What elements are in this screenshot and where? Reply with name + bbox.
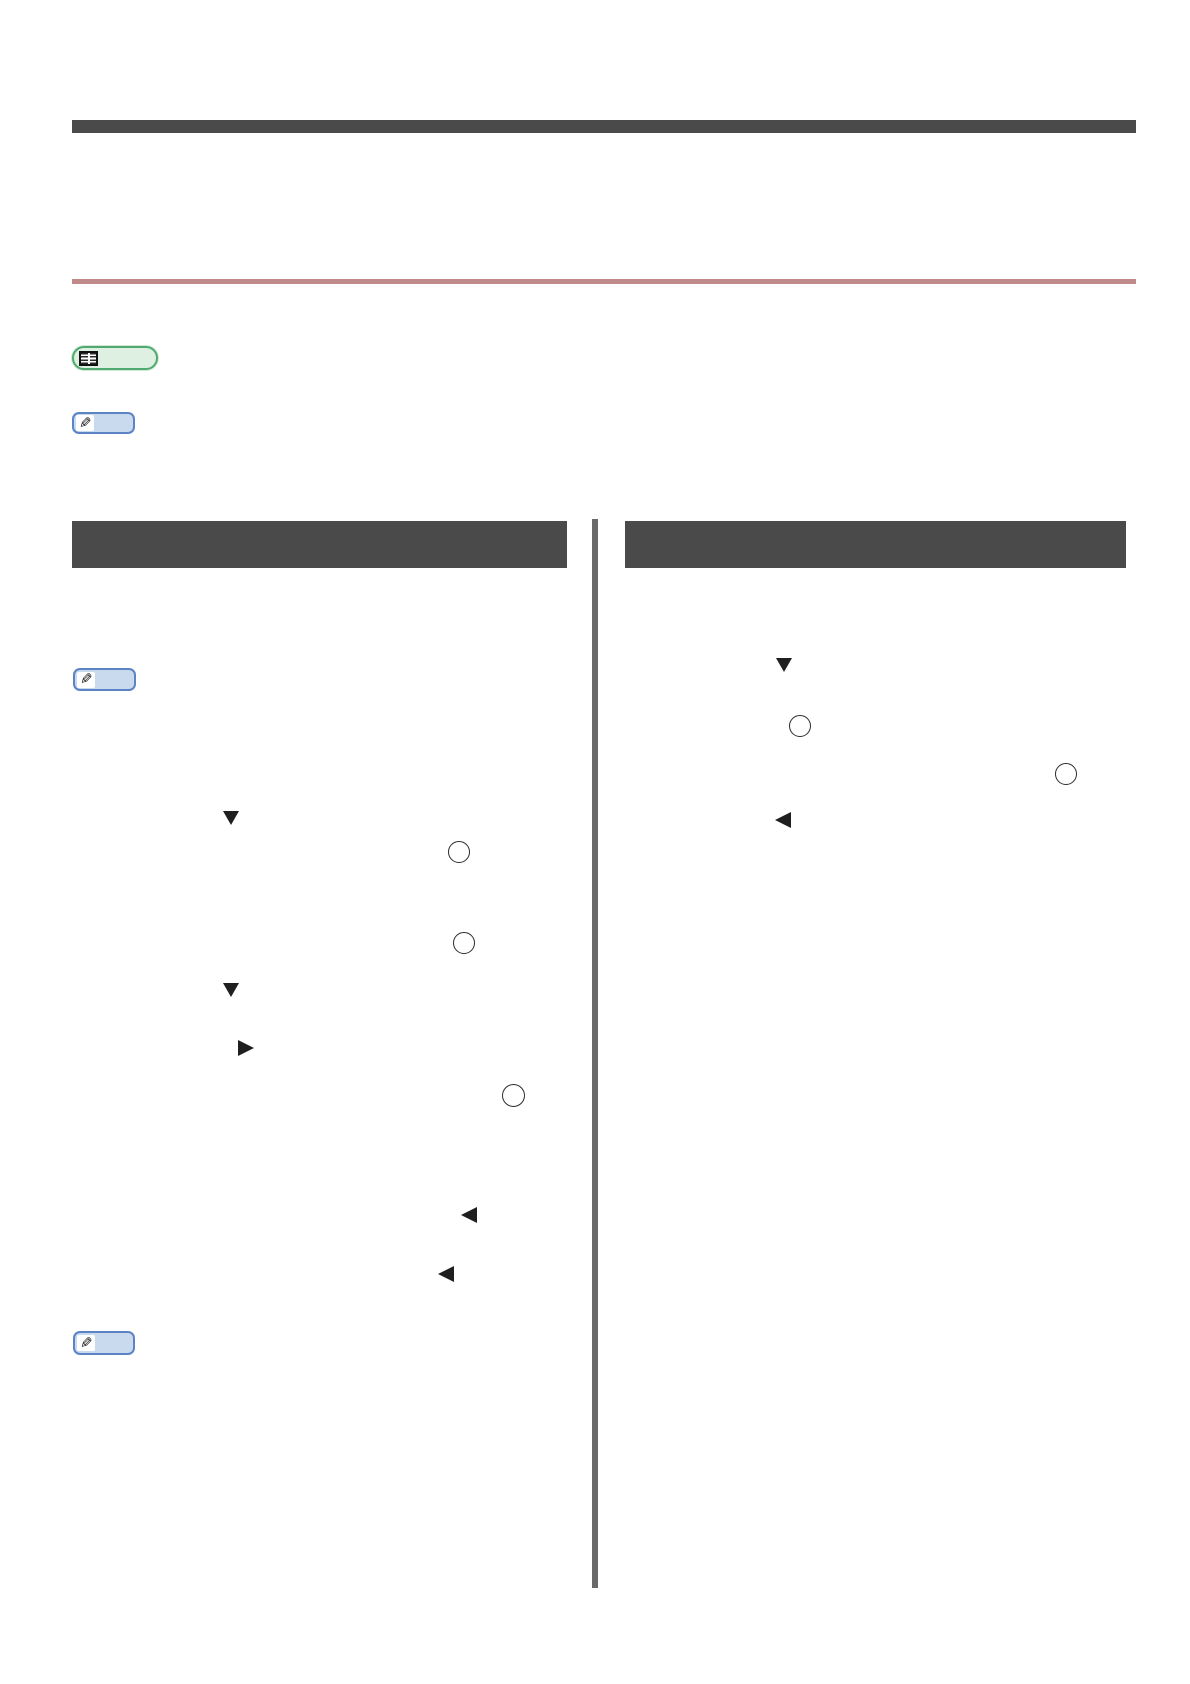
note-badge: ✎ bbox=[73, 668, 136, 691]
reference-badge bbox=[72, 346, 158, 370]
circle-key-icon bbox=[453, 932, 475, 954]
pencil-icon-box: ✎ bbox=[77, 1333, 95, 1352]
note-badge: ✎ bbox=[73, 1331, 135, 1355]
pencil-icon: ✎ bbox=[79, 670, 93, 688]
right-triangle-key-icon bbox=[238, 1040, 254, 1056]
pencil-icon-box: ✎ bbox=[77, 670, 95, 688]
left-triangle-key-icon bbox=[775, 812, 791, 828]
chapter-title-bar bbox=[72, 120, 1136, 133]
down-triangle-key-icon bbox=[223, 983, 239, 997]
left-section-header-bar bbox=[72, 521, 567, 568]
left-triangle-key-icon bbox=[438, 1266, 454, 1282]
pencil-icon: ✎ bbox=[79, 1333, 93, 1352]
circle-key-icon bbox=[448, 841, 470, 863]
circle-key-icon bbox=[502, 1084, 525, 1107]
open-book-grid-icon bbox=[79, 350, 98, 366]
section-divider-rule bbox=[72, 279, 1136, 284]
left-triangle-key-icon bbox=[461, 1207, 477, 1223]
note-badge: ✎ bbox=[72, 412, 135, 434]
pencil-icon-box: ✎ bbox=[76, 413, 94, 432]
down-triangle-key-icon bbox=[223, 811, 239, 825]
column-divider bbox=[592, 519, 598, 1588]
right-section-header-bar bbox=[625, 521, 1126, 568]
pencil-icon: ✎ bbox=[78, 413, 92, 432]
down-triangle-key-icon bbox=[776, 658, 792, 672]
circle-key-icon bbox=[789, 715, 811, 737]
circle-key-icon bbox=[1055, 763, 1077, 785]
